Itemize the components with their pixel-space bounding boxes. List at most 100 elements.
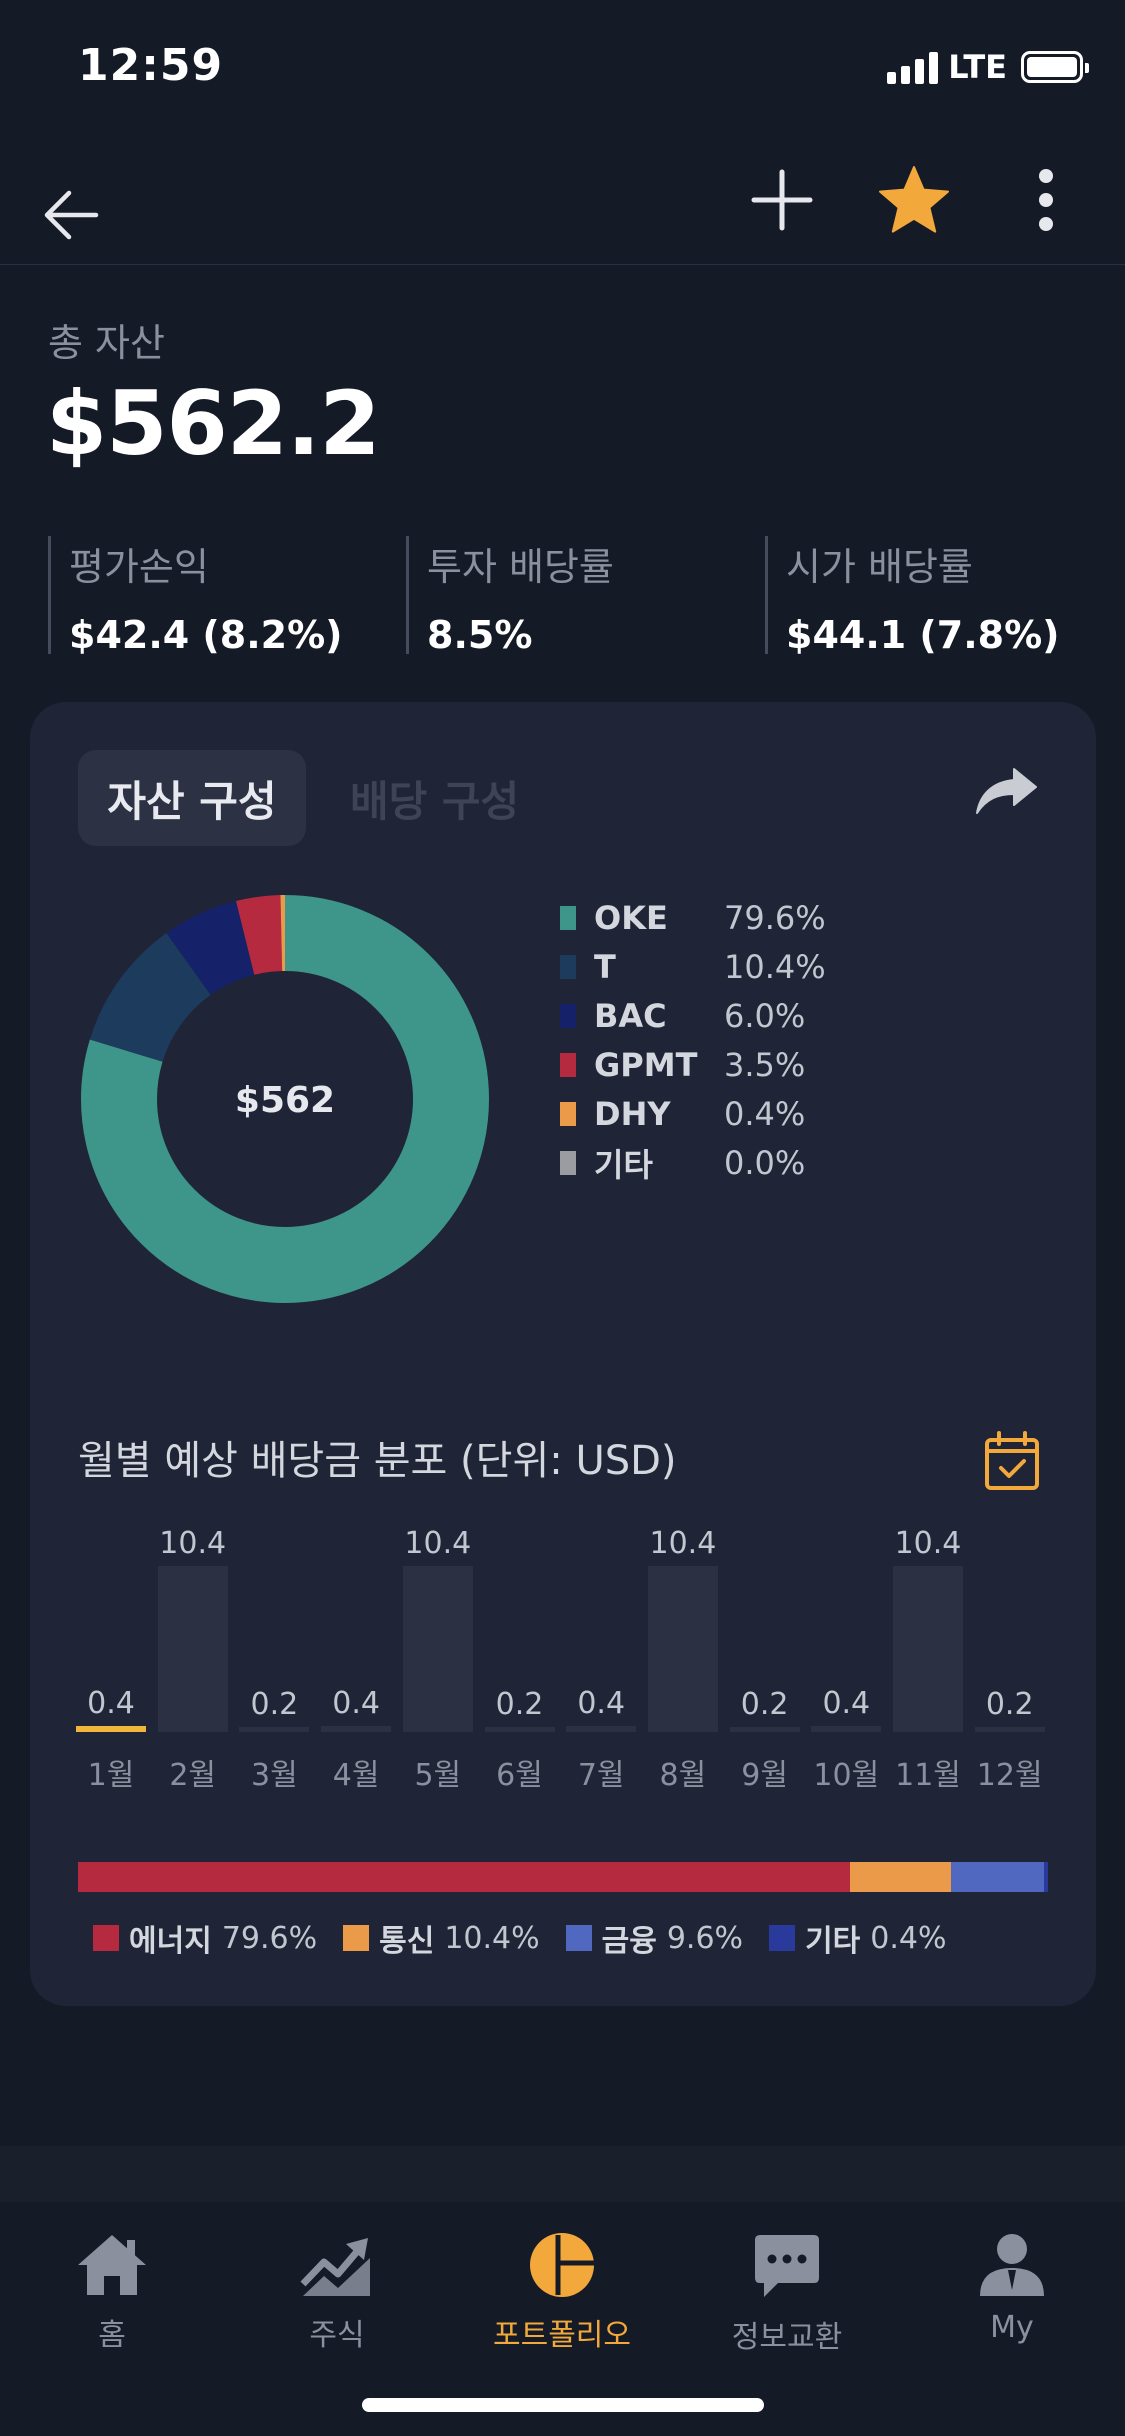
status-indicators: LTE <box>887 48 1089 86</box>
nav-label: 포트폴리오 <box>493 2318 631 2353</box>
legend-item: 기타 0.0% <box>560 1143 806 1184</box>
month-tick-label: 4월 <box>332 1758 380 1793</box>
bar <box>484 1727 555 1732</box>
legend-swatch <box>560 1053 576 1077</box>
legend-swatch <box>560 955 576 979</box>
bar-value-label: 0.2 <box>740 1687 789 1722</box>
legend-swatch <box>560 1151 576 1175</box>
bar-value-label: 0.2 <box>495 1687 544 1722</box>
legend-percent: 3.5% <box>724 1046 806 1084</box>
bar-value-label: 10.4 <box>894 1526 962 1561</box>
pie-chart-icon <box>530 2233 594 2297</box>
sector-legend-item: 기타 0.4% <box>769 1916 946 1960</box>
person-icon <box>980 2234 1044 2296</box>
nav-portfolio[interactable]: 포트폴리오 <box>467 2232 657 2354</box>
sector-swatch <box>769 1925 796 1951</box>
bar <box>893 1566 963 1732</box>
tab-asset-composition[interactable]: 자산 구성 <box>78 750 306 846</box>
network-type: LTE <box>948 48 1007 86</box>
star-icon <box>879 166 949 233</box>
sector-name: 기타 <box>805 1924 861 1959</box>
bar <box>811 1725 882 1732</box>
add-button[interactable] <box>748 166 816 234</box>
sector-percent: 0.4% <box>870 1920 947 1956</box>
legend-percent: 6.0% <box>724 997 806 1035</box>
bar <box>729 1727 800 1732</box>
bar-value-label: 0.2 <box>250 1687 299 1722</box>
calendar-check-icon <box>985 1431 1039 1490</box>
month-tick-label: 2월 <box>169 1758 217 1793</box>
bar <box>566 1725 637 1732</box>
bar-value-label: 10.4 <box>404 1526 472 1561</box>
month-tick-label: 10월 <box>813 1758 880 1793</box>
share-arrow-icon <box>976 768 1037 814</box>
bar <box>974 1727 1045 1732</box>
month-tick-label: 12월 <box>976 1758 1043 1793</box>
legend-swatch <box>560 1102 576 1126</box>
donut-slice-4 <box>81 895 489 1303</box>
legend-item: OKE 79.6% <box>560 898 826 938</box>
chat-bubble-icon <box>755 2235 819 2297</box>
stat-unrealized-pnl: 평가손익 $42.4 (8.2%) <box>48 536 343 657</box>
month-tick-label: 1월 <box>87 1758 135 1793</box>
legend-swatch <box>560 906 576 930</box>
signal-icon <box>887 50 939 84</box>
bar <box>321 1725 392 1732</box>
sector-percent: 79.6% <box>221 1920 318 1956</box>
bar <box>157 1566 228 1732</box>
sector-name: 금융 <box>601 1924 657 1959</box>
home-icon <box>78 2235 146 2295</box>
month-tick-label: 7월 <box>577 1758 625 1793</box>
month-tick-label: 9월 <box>741 1758 788 1793</box>
more-button[interactable] <box>1026 162 1066 238</box>
favorite-button[interactable] <box>876 162 952 238</box>
sector-legend-item: 금융 9.6% <box>565 1916 743 1960</box>
bar-value-label: 10.4 <box>649 1526 717 1561</box>
legend-percent: 0.0% <box>724 1144 806 1182</box>
stat-investment-yield: 투자 배당률 8.5% <box>406 536 614 657</box>
home-indicator <box>362 2398 764 2412</box>
share-button[interactable] <box>966 756 1046 828</box>
sector-stacked-bar <box>78 1862 1048 1892</box>
nav-label: My <box>990 2310 1034 2345</box>
nav-stocks[interactable]: 주식 <box>242 2232 432 2354</box>
legend-item: BAC 6.0% <box>560 996 805 1036</box>
nav-my[interactable]: My <box>917 2232 1107 2345</box>
nav-home[interactable]: 홈 <box>17 2232 207 2354</box>
legend-name: BAC <box>594 997 667 1035</box>
legend-swatch <box>560 1004 576 1028</box>
nav-label: 주식 <box>309 2318 365 2353</box>
sector-segment <box>78 1862 851 1892</box>
legend-item: T 10.4% <box>560 947 826 987</box>
sector-name: 에너지 <box>129 1924 212 1959</box>
sector-segment <box>1044 1862 1048 1892</box>
chart-trend-icon <box>300 2238 370 2296</box>
legend-item: GPMT 3.5% <box>560 1045 805 1085</box>
bar-value-label: 0.4 <box>332 1685 380 1721</box>
sector-swatch <box>93 1925 119 1951</box>
plus-icon <box>751 169 813 231</box>
sector-segment <box>950 1862 1045 1892</box>
legend-name: GPMT <box>594 1046 698 1084</box>
month-tick-label: 6월 <box>496 1758 543 1793</box>
allocation-donut-chart: $562 <box>81 895 489 1303</box>
bar-value-label: 0.4 <box>87 1685 135 1721</box>
stat-label: 평가손익 <box>69 545 209 589</box>
legend-name: DHY <box>594 1095 671 1133</box>
bar-value-label: 0.4 <box>577 1685 626 1721</box>
bar <box>239 1727 310 1732</box>
sector-swatch <box>343 1925 370 1951</box>
sector-name: 통신 <box>379 1924 435 1959</box>
stat-label: 시가 배당률 <box>786 545 973 589</box>
calendar-button[interactable] <box>980 1428 1044 1494</box>
tab-dividend-composition[interactable]: 배당 구성 <box>350 776 520 826</box>
legend-name: T <box>594 948 616 986</box>
more-vertical-icon <box>1039 169 1053 231</box>
legend-percent: 79.6% <box>724 899 826 937</box>
back-button[interactable] <box>36 180 106 250</box>
nav-community[interactable]: 정보교환 <box>692 2232 882 2356</box>
sector-swatch <box>565 1925 592 1951</box>
stat-value: $44.1 (7.8%) <box>786 613 1060 657</box>
bar <box>402 1566 473 1732</box>
legend-percent: 10.4% <box>724 948 826 986</box>
